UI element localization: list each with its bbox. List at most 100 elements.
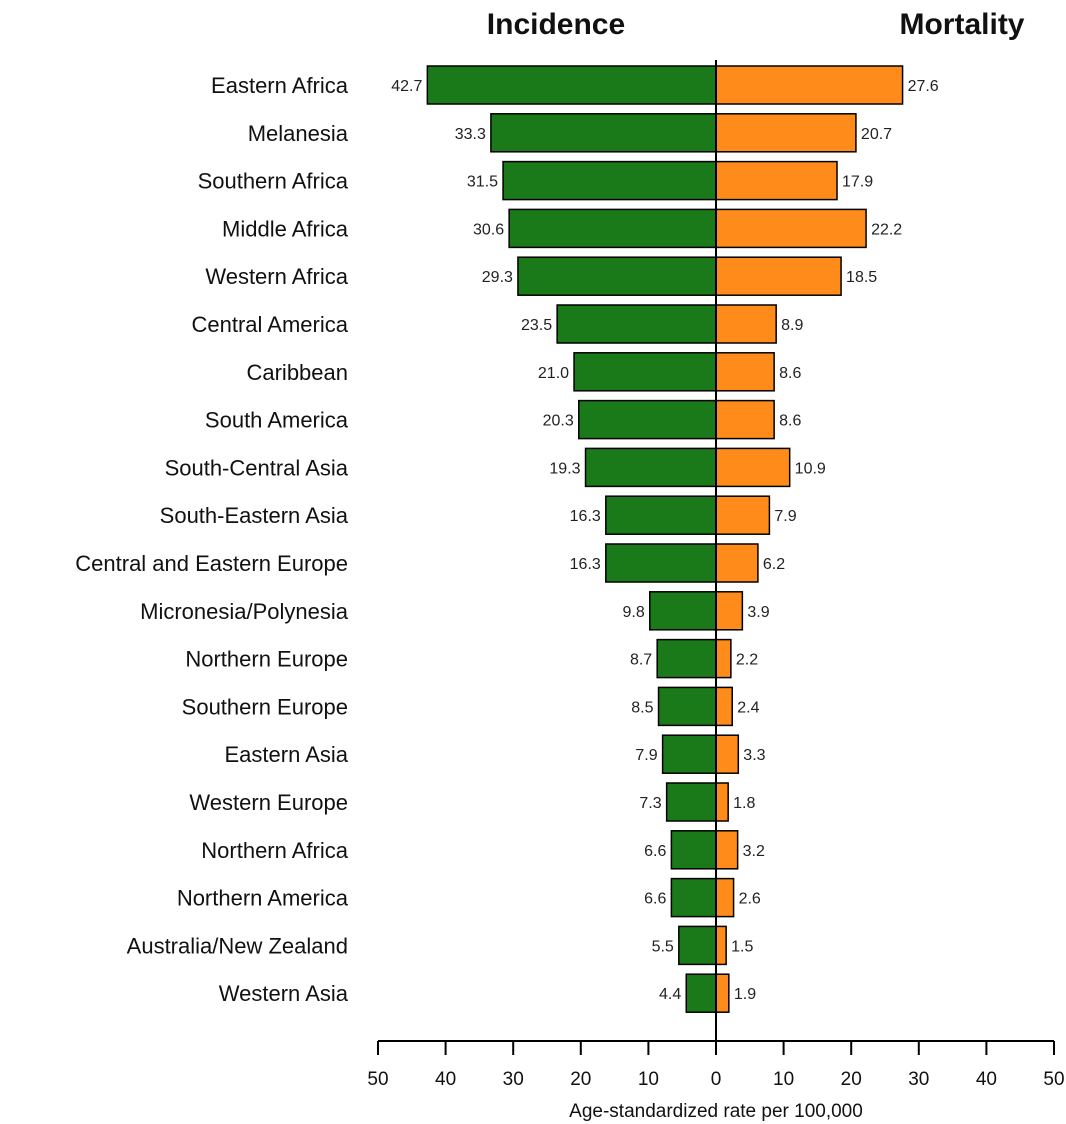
incidence-bar [670, 830, 717, 870]
incidence-bar [678, 925, 717, 966]
incidence-bar [502, 160, 717, 201]
mortality-bar [715, 113, 857, 153]
mortality-bar [715, 399, 775, 440]
mortality-bar [715, 591, 744, 631]
mortality-value-label: 2.2 [736, 652, 758, 669]
mortality-bar [715, 304, 777, 344]
category-label: Northern Europe [185, 647, 348, 672]
mortality-value-label: 1.8 [733, 795, 755, 812]
mortality-bar [715, 973, 730, 1013]
mortality-value-label: 27.6 [908, 78, 939, 95]
incidence-bar [605, 543, 717, 583]
mortality-value-label: 8.6 [779, 365, 801, 382]
incidence-value-label: 21.0 [538, 365, 569, 382]
category-label: Caribbean [246, 360, 348, 385]
incidence-value-label: 7.9 [635, 747, 657, 764]
mortality-value-label: 2.4 [737, 699, 759, 716]
x-tick-label: 40 [976, 1069, 997, 1090]
mortality-bar [715, 447, 791, 488]
incidence-bar [649, 591, 717, 631]
incidence-value-label: 29.3 [482, 269, 513, 286]
mortality-value-label: 1.9 [734, 986, 756, 1003]
incidence-value-label: 42.7 [391, 78, 422, 95]
mortality-bar [715, 208, 867, 249]
incidence-bar [670, 877, 717, 918]
mortality-bar [715, 734, 740, 774]
incidence-value-label: 9.8 [623, 604, 645, 621]
mortality-bar [715, 495, 771, 535]
incidence-bar [685, 973, 717, 1013]
mortality-value-label: 20.7 [861, 126, 892, 143]
incidence-bar [490, 113, 717, 153]
mortality-title: Mortality [899, 8, 1024, 41]
incidence-value-label: 7.3 [639, 795, 661, 812]
category-label: South America [205, 408, 349, 433]
x-tick-label: 20 [841, 1069, 862, 1090]
category-label: Eastern Africa [211, 73, 349, 98]
x-tick-label: 10 [773, 1069, 794, 1090]
category-label: Western Asia [219, 981, 349, 1006]
mortality-value-label: 3.9 [747, 604, 769, 621]
incidence-value-label: 33.3 [455, 126, 486, 143]
incidence-bar [426, 65, 717, 105]
incidence-value-label: 16.3 [570, 556, 601, 573]
mortality-bar [715, 782, 729, 822]
incidence-value-label: 5.5 [652, 938, 674, 955]
x-axis: 50 40 30 20 10 0 10 20 30 40 50 [367, 1040, 1065, 1090]
incidence-bar [508, 208, 717, 249]
category-label: Micronesia/Polynesia [140, 599, 349, 624]
x-tick-label: 20 [570, 1069, 591, 1090]
incidence-value-label: 16.3 [570, 508, 601, 525]
incidence-value-label: 4.4 [659, 986, 681, 1003]
category-label: Middle Africa [222, 216, 349, 241]
mortality-value-label: 6.2 [763, 556, 785, 573]
x-tick-label: 30 [908, 1069, 929, 1090]
mortality-value-label: 8.6 [779, 413, 801, 430]
mortality-bar [715, 877, 735, 918]
category-label: Melanesia [248, 121, 349, 146]
category-labels: Eastern Africa Melanesia Southern Africa Mi… [75, 73, 348, 1006]
category-label: Australia/New Zealand [127, 933, 348, 958]
mortality-value-label: 10.9 [795, 460, 826, 477]
mortality-value-label: 22.2 [871, 221, 902, 238]
mortality-value-label: 18.5 [846, 269, 877, 286]
x-tick-label: 30 [503, 1069, 524, 1090]
mortality-value-label: 17.9 [842, 174, 873, 191]
incidence-bar [657, 686, 717, 727]
category-label: Western Europe [189, 790, 348, 815]
incidence-value-label: 6.6 [644, 891, 666, 908]
incidence-title: Incidence [487, 8, 625, 41]
category-label: Northern America [177, 886, 349, 911]
mortality-value-label: 8.9 [781, 317, 803, 334]
mortality-bar [715, 686, 733, 727]
category-label: Central and Eastern Europe [75, 551, 348, 576]
category-label: South-Eastern Asia [160, 503, 349, 528]
mortality-bar [715, 925, 727, 966]
x-tick-label: 50 [367, 1069, 388, 1090]
x-axis-label: Age-standardized rate per 100,000 [569, 1101, 863, 1122]
incidence-bar [573, 352, 717, 392]
bars-group: 42.7 27.6 33.3 20.7 31.5 17.9 30.6 22.2 29.3 18.5… [391, 65, 939, 1013]
x-tick-label: 10 [638, 1069, 659, 1090]
incidence-value-label: 6.6 [644, 843, 666, 860]
incidence-bar [584, 447, 717, 488]
mortality-value-label: 3.3 [743, 747, 765, 764]
mortality-value-label: 3.2 [743, 843, 765, 860]
incidence-bar [605, 495, 717, 535]
category-label: Southern Africa [198, 169, 349, 194]
mortality-bar [715, 352, 775, 392]
mortality-bar [715, 65, 904, 105]
category-label: Western Africa [205, 264, 348, 289]
incidence-value-label: 23.5 [521, 317, 552, 334]
incidence-bar [661, 734, 717, 774]
category-label: Eastern Asia [224, 742, 348, 767]
category-label: Southern Europe [182, 694, 348, 719]
x-tick-label: 50 [1043, 1069, 1064, 1090]
mortality-value-label: 7.9 [774, 508, 796, 525]
mortality-value-label: 2.6 [739, 891, 761, 908]
incidence-bar [665, 782, 717, 822]
incidence-value-label: 20.3 [543, 413, 574, 430]
x-tick-label: 0 [711, 1069, 722, 1090]
mortality-bar [715, 160, 838, 201]
